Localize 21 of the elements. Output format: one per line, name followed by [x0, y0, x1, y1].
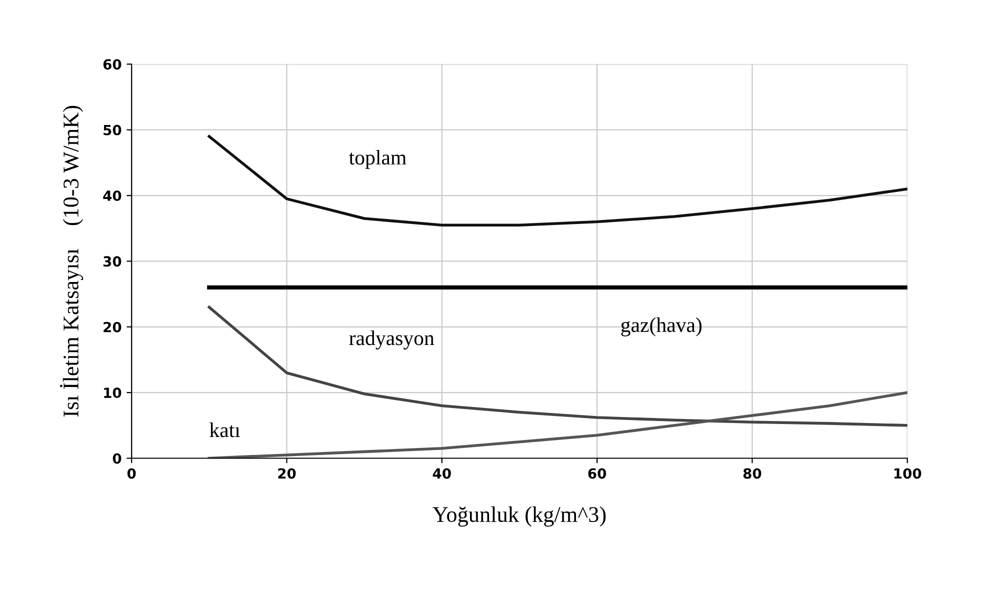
- x-tick-label: 80: [743, 468, 762, 479]
- x-tick-label: 0: [127, 468, 136, 479]
- series-label: gaz(hava): [621, 317, 702, 336]
- y-tick-label: 20: [104, 322, 122, 332]
- y-tick-label: 10: [104, 388, 122, 398]
- x-tick-label: 20: [278, 468, 296, 479]
- y-tick-label: 30: [103, 256, 122, 267]
- y-axis-title: Isı İletim Katsayısı (10-3 W/mK): [60, 106, 84, 417]
- line-series: [208, 135, 908, 226]
- y-tick-label: 50: [104, 124, 122, 136]
- y-tick-label: 60: [103, 59, 122, 70]
- line-series: [208, 391, 908, 458]
- series-label: radyasyon: [349, 330, 434, 350]
- x-tick-label: 100: [894, 468, 922, 479]
- y-tick-label: 40: [103, 190, 122, 201]
- x-tick-label: 60: [588, 468, 606, 479]
- text: toplam: [349, 150, 406, 169]
- series-label: katı: [210, 422, 240, 438]
- x-axis-title: Yoğunluk (kg/m^3): [432, 506, 606, 527]
- y-tick-label: 0: [112, 453, 122, 464]
- x-tick-label: 40: [432, 468, 451, 479]
